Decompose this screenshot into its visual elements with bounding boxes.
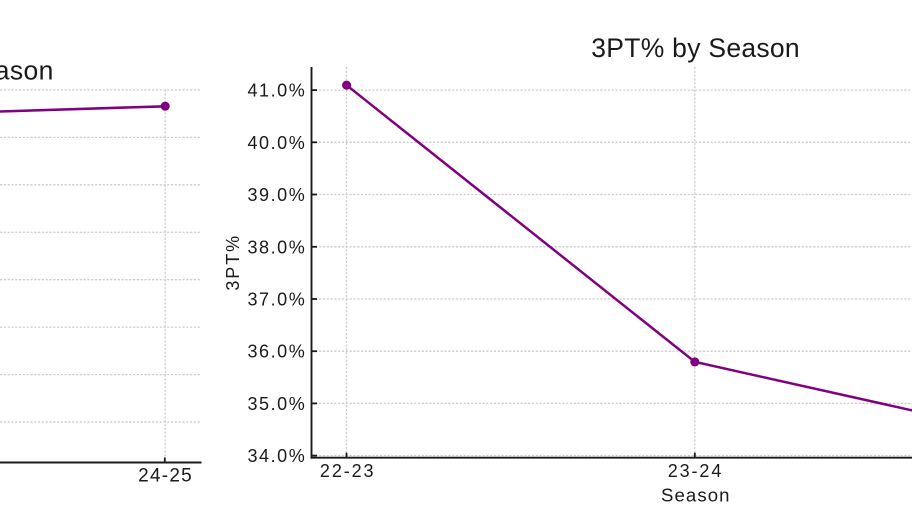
svg-text:3PT% by Season: 3PT% by Season [591,33,800,63]
svg-text:39.0%: 39.0% [248,185,307,205]
svg-text:23-24: 23-24 [668,461,724,481]
svg-text:Season: Season [661,484,731,505]
svg-text:37.0%: 37.0% [248,290,307,310]
svg-text:24-25: 24-25 [138,466,193,487]
svg-text:Season: Season [0,56,54,86]
svg-text:34.0%: 34.0% [248,446,307,466]
svg-text:40.0%: 40.0% [248,133,307,153]
svg-text:41.0%: 41.0% [248,81,307,101]
svg-text:38.0%: 38.0% [248,237,307,257]
svg-text:3PT%: 3PT% [223,234,243,291]
svg-text:22-23: 22-23 [320,461,376,481]
svg-text:36.0%: 36.0% [248,342,307,362]
svg-text:35.0%: 35.0% [248,394,307,414]
